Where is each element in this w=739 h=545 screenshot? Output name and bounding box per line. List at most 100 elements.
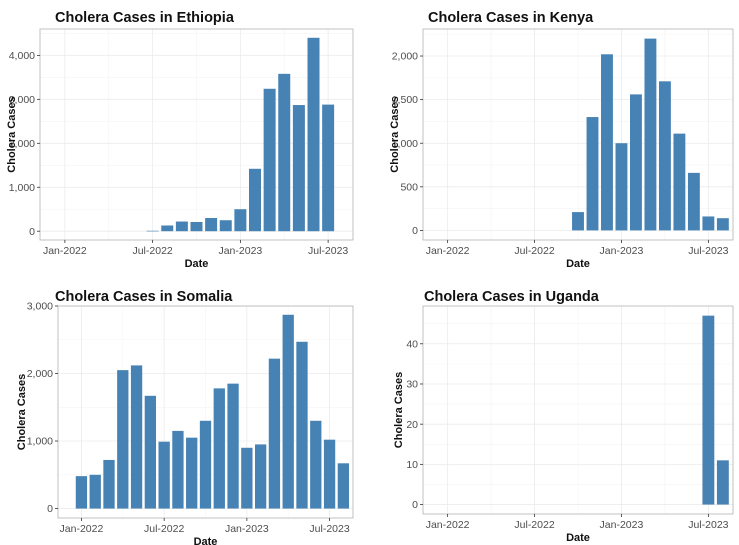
x-tick-label: Jan-2022 [60,523,104,535]
bar-2023-07 [322,104,335,232]
bar-2023-06 [310,420,322,509]
x-tick-label: Jan-2022 [426,519,470,531]
bar-2023-02 [630,94,642,231]
bar-2022-12 [601,54,613,231]
y-tick-label: 3,000 [9,94,35,106]
y-tick-label: 4,000 [9,50,35,62]
y-tick-label: 1,500 [392,94,418,106]
y-tick-label: 0 [29,226,35,238]
x-tick-label: Jan-2022 [426,245,470,257]
bar-2023-01 [234,209,247,232]
x-tick-label: Jul-2023 [688,519,728,531]
x-axis-title: Date [194,536,218,545]
x-tick-label: Jan-2022 [43,245,87,257]
bar-2022-08 [172,430,184,509]
chart-title: Cholera Cases in Uganda [424,289,600,305]
bar-2022-02 [89,474,101,509]
x-axis-title: Date [185,258,209,270]
plot-frame [57,305,354,519]
plot-frame [422,28,734,241]
x-tick-label: Jul-2023 [688,245,728,257]
bar-2022-12 [219,220,232,232]
bar-2022-09 [175,221,188,232]
bar-2022-10 [190,221,203,232]
bar-2022-09 [186,437,198,509]
bar-2023-07 [702,315,715,505]
bar-2022-12 [227,383,239,509]
bar-2023-08 [716,218,729,231]
y-tick-label: 2,000 [392,51,418,63]
y-tick-label: 1,000 [392,138,418,150]
bar-2023-05 [296,341,308,509]
x-tick-label: Jan-2023 [225,523,269,535]
chart-title: Cholera Cases in Somalia [55,289,233,305]
chart-panel-2: 0 500 1,000 1,500 2,000 Jan-2022 Jul-2022 Jan-2… [389,10,734,270]
y-tick-label: 40 [406,338,418,350]
bar-2023-07 [702,216,715,231]
y-axis-title: Cholera Cases [6,96,18,172]
bar-2023-08 [337,463,349,509]
bar-2023-01 [615,143,628,231]
bar-2023-03 [263,88,276,232]
bar-2023-04 [658,81,671,231]
bar-2023-03 [644,38,657,231]
chart-title: Cholera Cases in Kenya [428,10,594,26]
x-tick-label: Jan-2023 [218,245,262,257]
x-tick-label: Jul-2022 [514,519,554,531]
bar-2022-03 [103,459,115,509]
y-axis-title: Cholera Cases [393,372,405,448]
bar-2023-02 [249,168,261,232]
y-tick-label: 20 [406,419,418,431]
x-tick-label: Jul-2022 [514,245,554,257]
bar-2023-06 [687,172,700,231]
plot-frame [422,305,734,515]
x-tick-label: Jul-2022 [132,245,172,257]
y-tick-label: 10 [406,459,418,471]
y-axis-title: Cholera Cases [16,374,28,450]
y-tick-label: 30 [406,379,418,391]
bar-2022-11 [213,388,225,509]
bar-2022-06 [144,395,157,509]
bar-2022-05 [130,365,143,509]
bar-2023-04 [278,73,291,232]
y-tick-label: 3,000 [27,301,53,313]
bar-2023-06 [307,37,320,232]
y-tick-label: 500 [400,181,418,193]
x-tick-label: Jan-2023 [600,245,644,257]
chart-panel-4: 0 10 20 30 40 Jan-2022 Jul-2022 Jan-2023 Jul-202… [393,289,734,544]
bar-2023-05 [292,105,305,232]
x-tick-label: Jan-2023 [600,519,644,531]
chart-panel-1: 0 1,000 2,000 3,000 4,000 Jan-2022 Jul-2022 Jan… [6,10,354,270]
plot-frame [39,28,354,241]
bar-2023-03 [268,358,281,509]
bar-2023-04 [282,314,294,509]
y-tick-label: 2,000 [9,138,35,150]
bar-2022-11 [205,218,218,232]
bar-2022-04 [117,370,129,509]
y-tick-label: 1,000 [9,182,35,194]
y-tick-label: 2,000 [27,368,53,380]
bar-2022-10 [199,420,212,509]
bar-2023-08 [716,460,729,505]
y-tick-label: 0 [412,499,418,511]
x-tick-label: Jul-2022 [144,523,184,535]
bar-2022-08 [161,225,174,232]
bar-2023-01 [241,447,253,509]
bar-2023-02 [254,444,267,509]
y-tick-label: 0 [412,225,418,237]
y-axis-title: Cholera Cases [389,96,401,172]
bar-2022-10 [572,212,584,231]
x-tick-label: Jul-2023 [309,523,349,535]
bar-2022-01 [75,476,88,509]
y-tick-label: 0 [47,503,53,515]
x-axis-title: Date [566,532,590,544]
x-axis-title: Date [566,258,590,270]
chart-title: Cholera Cases in Ethiopia [55,10,235,26]
bar-2023-05 [673,133,686,231]
bar-2022-11 [586,117,599,231]
bar-2022-07 [158,441,170,509]
bar-2023-07 [323,439,336,509]
y-tick-label: 1,000 [27,436,53,448]
